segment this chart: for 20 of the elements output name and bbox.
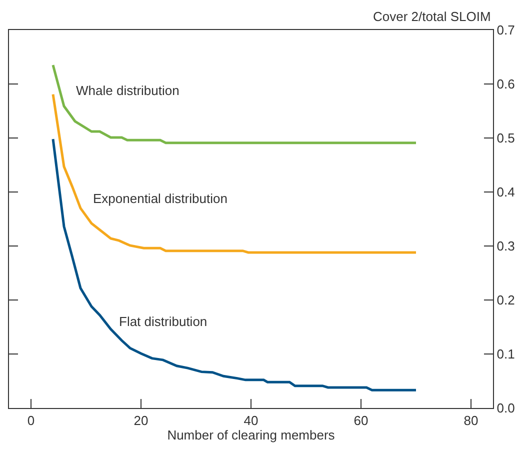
x-tick-label: 20 bbox=[134, 412, 148, 428]
x-tick-label: 40 bbox=[244, 412, 258, 428]
y-tick-label: 0.2 bbox=[496, 292, 515, 308]
x-tick-label: 0 bbox=[27, 412, 35, 428]
series-label: Whale distribution bbox=[76, 83, 180, 98]
y-tick-label: 0.3 bbox=[496, 238, 515, 254]
series-label: Flat distribution bbox=[119, 314, 208, 329]
series-label: Exponential distribution bbox=[93, 191, 228, 206]
y-tick-label: 0.1 bbox=[496, 346, 515, 362]
x-tick-label: 60 bbox=[354, 412, 368, 428]
y-tick-label: 0.7 bbox=[496, 22, 515, 38]
x-axis-title: Number of clearing members bbox=[167, 428, 336, 443]
y-tick-label: 0.4 bbox=[496, 184, 515, 200]
y-tick-label: 0.6 bbox=[496, 76, 515, 92]
line-series bbox=[52, 64, 418, 144]
y-axis-title: Cover 2/total SLOIM bbox=[373, 9, 491, 24]
y-tick-label: 0.0 bbox=[496, 400, 515, 416]
x-tick-label: 80 bbox=[464, 412, 478, 428]
y-tick-label: 0.5 bbox=[496, 130, 515, 146]
line-series bbox=[52, 138, 418, 392]
